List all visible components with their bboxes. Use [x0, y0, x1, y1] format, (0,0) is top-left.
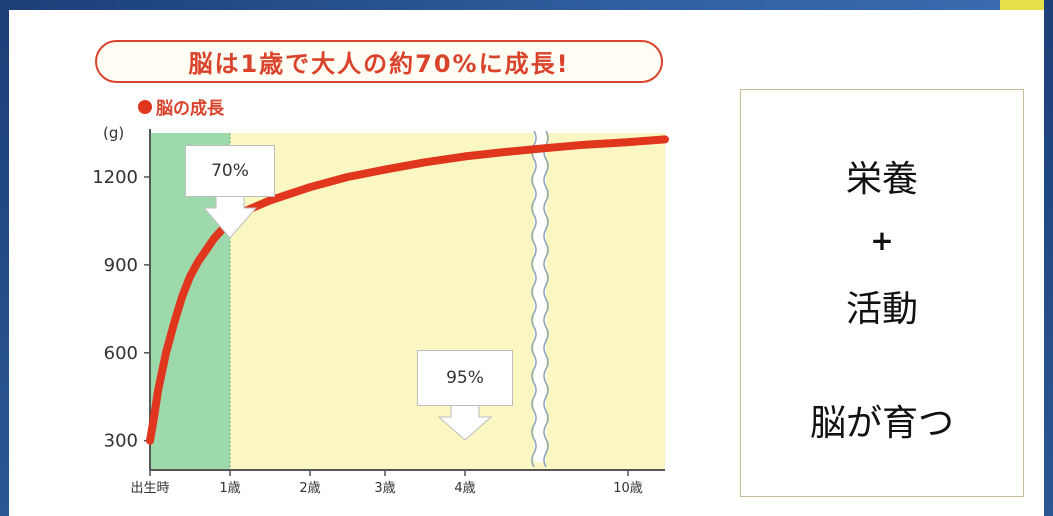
data-point	[544, 147, 546, 149]
y-axis-unit: (g)	[103, 124, 125, 142]
callout-95-percent: 95%	[417, 350, 513, 406]
corner-accent	[1000, 0, 1044, 10]
data-point	[189, 276, 191, 278]
data-point	[424, 161, 426, 163]
panel-conclusion: 脳が育つ	[809, 403, 954, 444]
callout-arrow	[202, 195, 258, 239]
callout-70-percent: 70%	[185, 145, 275, 197]
legend-label: 脳の成長	[156, 99, 224, 119]
data-point	[464, 155, 466, 157]
legend-marker	[138, 99, 152, 114]
window-left-border	[0, 0, 9, 516]
data-point	[504, 151, 506, 153]
panel-plus: +	[870, 224, 894, 257]
axis-break-gap	[534, 131, 546, 462]
data-point	[584, 144, 586, 146]
x-tick-label: 4歳	[454, 481, 475, 496]
data-point	[213, 237, 215, 239]
chart-title: 脳は1歳で大人の約70%に成長!	[95, 40, 663, 83]
axis-break-left	[531, 130, 537, 468]
legend: 脳の成長	[138, 94, 224, 119]
y-tick-label: 900	[104, 255, 138, 276]
window-top-border	[0, 0, 1053, 10]
panel-activity: 活動	[845, 289, 918, 330]
data-point	[181, 296, 183, 298]
data-point	[149, 440, 151, 442]
data-point	[269, 199, 271, 201]
axis-break-right	[543, 130, 549, 468]
data-point	[157, 390, 159, 392]
y-tick-label: 1200	[92, 167, 138, 188]
data-point	[153, 416, 155, 418]
data-point	[205, 249, 207, 251]
data-point	[347, 176, 348, 178]
data-point	[664, 138, 666, 140]
x-tick-label: 2歳	[299, 481, 320, 496]
x-tick-label: 10歳	[613, 481, 643, 496]
window-right-border	[1044, 0, 1053, 516]
data-point	[309, 186, 311, 188]
panel-nutrition: 栄養	[845, 159, 918, 200]
data-point	[384, 169, 386, 171]
x-tick-label: 3歳	[374, 481, 395, 496]
y-tick-label: 300	[104, 431, 138, 452]
data-point	[173, 322, 175, 324]
summary-panel: 栄養 + 活動 脳が育つ	[740, 89, 1024, 497]
y-tick-label: 600	[104, 343, 138, 364]
data-point	[165, 352, 167, 354]
data-point	[197, 261, 199, 263]
callout-arrow	[437, 404, 493, 441]
x-tick-label: 出生時	[130, 481, 169, 496]
x-tick-label: 1歳	[219, 481, 240, 496]
data-point	[624, 141, 626, 143]
